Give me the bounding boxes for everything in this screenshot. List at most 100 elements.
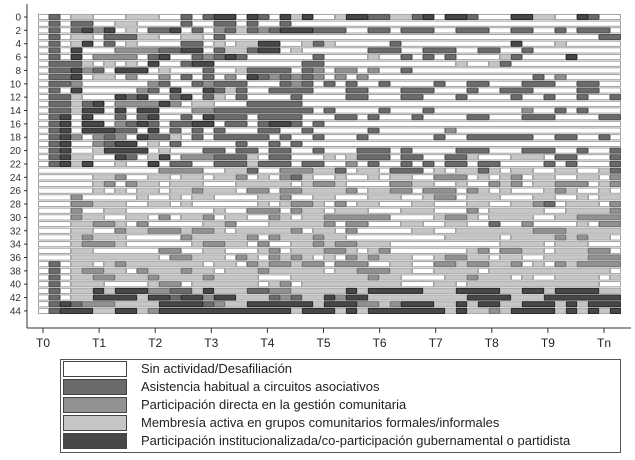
sequence-row (38, 187, 621, 194)
sequence-segment (324, 294, 335, 301)
sequence-segment (126, 221, 137, 228)
sequence-segment (291, 281, 302, 288)
sequence-segment (291, 154, 324, 161)
sequence-segment (214, 261, 236, 268)
sequence-segment (258, 241, 269, 248)
sequence-segment (346, 307, 357, 314)
sequence-segment (192, 200, 258, 208)
sequence-segment (346, 294, 368, 301)
sequence-segment (335, 180, 346, 188)
sequence-segment (93, 100, 104, 107)
sequence-segment (335, 241, 357, 248)
sequence-segment (148, 174, 170, 181)
sequence-segment (82, 207, 104, 214)
legend-item-asistencia: Asistencia habitual a circuitos asociati… (63, 379, 613, 396)
sequence-segment (434, 261, 456, 268)
sequence-segment (412, 180, 434, 188)
sequence-segment (599, 221, 621, 228)
sequence-segment (313, 227, 335, 234)
sequence-segment (203, 87, 214, 94)
sequence-segment (93, 20, 115, 27)
sequence-segment (137, 187, 159, 194)
sequence-segment (357, 287, 368, 294)
sequence-segment (302, 214, 324, 221)
sequence-segment (434, 281, 456, 288)
sequence-segment (104, 134, 115, 141)
sequence-segment (192, 94, 203, 101)
sequence-segment (159, 247, 181, 254)
sequence-segment (610, 167, 621, 174)
sequence-segment (610, 154, 621, 161)
sequence-segment (71, 254, 159, 261)
sequence-segment (368, 54, 379, 61)
sequence-segment (423, 160, 434, 168)
sequence-segment (302, 160, 324, 168)
sequence-segment (588, 13, 599, 21)
sequence-segment (577, 301, 588, 308)
sequence-segment (577, 307, 588, 314)
sequence-segment (38, 160, 49, 168)
sequence-segment (500, 47, 522, 54)
sequence-segment (126, 200, 148, 208)
sequence-segment (390, 180, 412, 188)
sequence-segment (467, 294, 511, 301)
sequence-segment (467, 214, 478, 221)
sequence-segment (60, 120, 71, 127)
sequence-segment (610, 267, 621, 274)
sequence-segment (357, 74, 368, 81)
sequence-segment (511, 60, 621, 67)
sequence-segment (511, 94, 522, 101)
sequence-segment (478, 13, 511, 21)
sequence-segment (346, 87, 368, 94)
sequence-segment (38, 27, 49, 34)
sequence-segment (104, 207, 126, 214)
sequence-segment (115, 140, 137, 147)
sequence-segment (49, 147, 60, 154)
sequence-segment (38, 134, 49, 141)
sequence-segment (346, 234, 445, 241)
sequence-segment (181, 267, 192, 274)
sequence-segment (71, 221, 93, 228)
sequence-segment (60, 307, 93, 314)
sequence-segment (335, 40, 390, 47)
sequence-segment (236, 20, 247, 27)
y-tick-label: 40 (10, 280, 22, 291)
sequence-segment (291, 254, 302, 261)
sequence-segment (269, 200, 280, 208)
sequence-segment (49, 134, 60, 141)
sequence-segment (467, 247, 478, 254)
y-tick-label: 12 (10, 93, 22, 104)
sequence-segment (247, 261, 258, 268)
sequence-row (38, 40, 621, 47)
sequence-segment (82, 94, 115, 101)
sequence-segment (434, 267, 478, 274)
sequence-segment (38, 87, 49, 94)
sequence-segment (533, 214, 555, 221)
sequence-segment (49, 287, 60, 294)
sequence-segment (302, 294, 324, 301)
sequence-segment (522, 254, 544, 261)
sequence-segment (555, 134, 577, 141)
sequence-segment (203, 294, 214, 301)
sequence-segment (511, 234, 555, 241)
sequence-segment (313, 234, 324, 241)
sequence-row (38, 194, 621, 201)
sequence-segment (214, 60, 302, 67)
sequence-segment (610, 274, 621, 281)
sequence-segment (192, 160, 214, 168)
sequence-segment (38, 174, 93, 181)
sequence-segment (610, 200, 621, 208)
sequence-segment (390, 267, 412, 274)
sequence-segment (38, 287, 49, 294)
sequence-segment (533, 180, 555, 188)
sequence-segment (291, 274, 368, 281)
sequence-segment (104, 281, 148, 288)
sequence-segment (522, 54, 566, 61)
sequence-segment (566, 107, 577, 114)
sequence-segment (368, 114, 379, 121)
sequence-segment (379, 107, 390, 114)
sequence-segment (247, 114, 258, 121)
sequence-segment (203, 67, 214, 74)
sequence-segment (71, 13, 93, 21)
x-tick-label: T5 (316, 336, 330, 350)
